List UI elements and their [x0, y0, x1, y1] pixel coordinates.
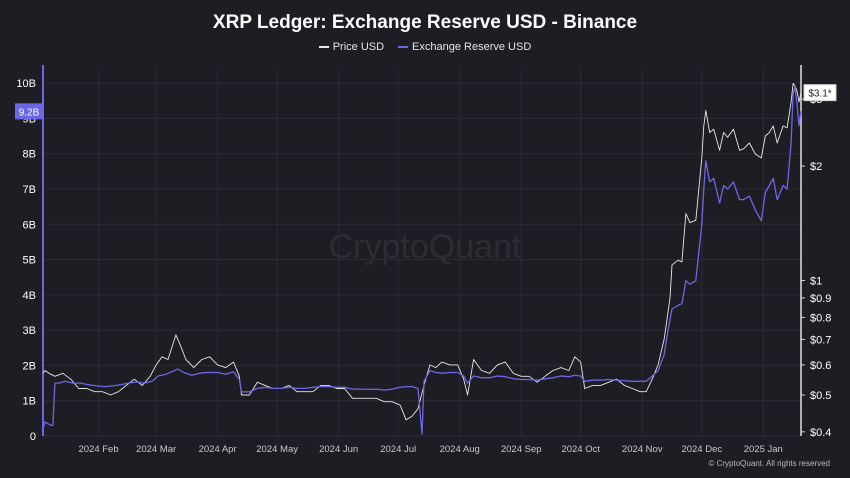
x-tick-label: 2024 Mar: [136, 444, 176, 455]
legend-swatch-reserve: [398, 46, 409, 48]
right-value-badge: [803, 84, 837, 102]
legend-item-reserve[interactable]: Exchange Reserve USD: [398, 41, 531, 53]
right-tick-label: $0.5: [810, 390, 831, 402]
grid: [43, 69, 801, 437]
x-tick-label: 2024 Feb: [78, 444, 118, 455]
legend-swatch-price: [318, 46, 329, 48]
x-tick-label: 2024 Jul: [380, 444, 416, 455]
right-value-badge-text: $3.1*: [808, 89, 831, 100]
x-tick-label: 2024 Apr: [199, 444, 237, 455]
left-tick-label: 5B: [23, 255, 36, 267]
exchange-reserve-line: [42, 85, 802, 435]
x-tick-label: 2024 Aug: [440, 444, 480, 455]
left-tick-label: 6B: [23, 219, 36, 231]
left-tick-label: 2B: [23, 360, 36, 372]
price-usd-line: [42, 82, 802, 421]
x-tick-label: 2024 Nov: [622, 444, 663, 455]
x-tick-label: 2024 May: [256, 444, 298, 455]
legend: Price USD Exchange Reserve USD: [0, 41, 850, 53]
x-tick-label: 2025 Jan: [744, 444, 783, 455]
left-value-badge: [15, 103, 43, 120]
x-tick-label: 2024 Dec: [681, 444, 722, 455]
left-value-badge-text: 9.2B: [19, 107, 40, 118]
right-tick-label: $0.7: [810, 334, 831, 346]
right-tick-label: $0.4: [810, 427, 831, 439]
right-tick-label: $0.6: [810, 360, 831, 372]
right-tick-label: $2: [810, 161, 822, 173]
left-tick-label: 8B: [23, 149, 36, 161]
left-tick-label: 0: [30, 431, 36, 443]
right-tick-label: $1: [810, 276, 822, 288]
series-layer: [42, 82, 802, 435]
value-badges: 9.2B $3.1*: [15, 84, 837, 120]
chart-title: XRP Ledger: Exchange Reserve USD - Binan…: [212, 12, 638, 33]
left-tick-label: 7B: [23, 184, 36, 196]
x-tick-label: 2024 Sep: [501, 444, 542, 455]
legend-label-reserve: Exchange Reserve USD: [412, 41, 532, 53]
left-tick-label: 10B: [16, 78, 36, 90]
left-tick-label: 3B: [23, 325, 36, 337]
legend-item-price[interactable]: Price USD: [318, 41, 385, 53]
copyright: © CryptoQuant. All rights reserved: [708, 459, 831, 468]
x-tick-label: 2024 Oct: [561, 444, 600, 455]
legend-label-price: Price USD: [332, 41, 385, 53]
left-tick-label: 4B: [23, 290, 36, 302]
left-tick-label: 1B: [23, 396, 36, 408]
right-tick-label: $0.9: [810, 293, 831, 305]
right-tick-label: $0.8: [810, 312, 831, 324]
watermark: CryptoQuant: [329, 228, 522, 266]
x-tick-label: 2024 Jun: [319, 444, 358, 455]
